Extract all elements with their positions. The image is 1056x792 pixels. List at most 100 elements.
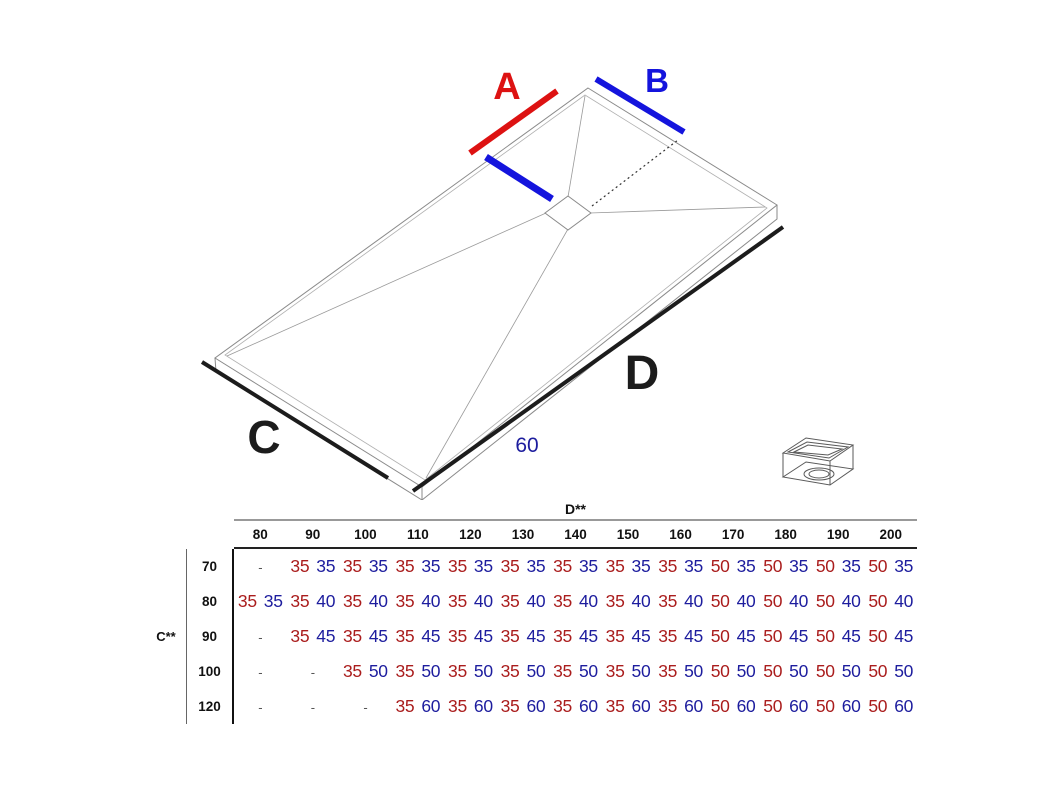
width-value: 50: [473, 661, 493, 681]
dim-a-line: [468, 88, 559, 156]
size-cell: -: [287, 696, 340, 717]
size-cell: 35 35: [549, 556, 602, 577]
width-value: 45: [473, 626, 493, 646]
depth-value: 35: [553, 696, 572, 716]
size-cell: 35 50: [339, 661, 392, 682]
size-cell: 35 50: [444, 661, 497, 682]
empty-cell: -: [258, 630, 263, 645]
depth-value: 50: [710, 591, 730, 611]
table-rows: 70-35 35 35 35 35 35 35 35 35 35 35 35 35 35 35 35 50 35 5…: [186, 549, 917, 724]
size-cell: 35 35: [392, 556, 445, 577]
depth-value: 35: [342, 591, 362, 611]
width-value: 50: [684, 661, 703, 681]
size-table: D** 80 90 100 110 120 130 140 150 160 170 180 190 20…: [146, 500, 917, 724]
size-cell: 50 50: [759, 661, 812, 682]
column-headers: 80 90 100 110 120 130 140 150 160 170 180 190 200: [234, 521, 917, 547]
size-cell: 50 40: [812, 591, 865, 612]
depth-value: 35: [448, 591, 467, 611]
depth-value: 50: [868, 591, 888, 611]
width-value: 50: [526, 661, 546, 681]
empty-cell: -: [363, 700, 368, 715]
width-value: 60: [894, 696, 914, 716]
width-value: 45: [368, 626, 388, 646]
depth-value: 50: [763, 661, 783, 681]
size-cell: 35 50: [549, 661, 602, 682]
size-cell: 35 45: [549, 626, 602, 647]
tray-isometric-diagram: A B C D 60: [200, 62, 855, 500]
size-cell: 35 60: [602, 696, 655, 717]
size-cell: 35 45: [497, 626, 550, 647]
size-cell: 50 35: [707, 556, 760, 577]
empty-cell: -: [310, 700, 315, 715]
column-header: 190: [826, 526, 850, 542]
column-header: 110: [406, 526, 429, 542]
size-cell: 50 60: [759, 696, 812, 717]
depth-value: 35: [500, 591, 520, 611]
size-cell: 50 40: [864, 591, 917, 612]
depth-value: 35: [605, 591, 625, 611]
depth-value: 35: [500, 661, 520, 681]
table-row: 120- - -35 60 35 60 35 60 35 60 35 60 35 60 50 60 50 60 50…: [186, 689, 917, 724]
dim-c-label: C: [247, 411, 280, 463]
size-cell: 50 50: [707, 661, 760, 682]
size-cell: 35 40: [602, 591, 655, 612]
size-cell: 35 35: [234, 591, 287, 612]
depth-value: 35: [395, 661, 415, 681]
size-cell: 35 35: [602, 556, 655, 577]
width-value: 45: [894, 626, 914, 646]
dim-d-line: [411, 225, 785, 493]
depth-value: 35: [500, 696, 520, 716]
size-cell: 50 50: [812, 661, 865, 682]
size-cell: -: [234, 626, 287, 647]
depth-value: 35: [290, 626, 310, 646]
empty-cell: -: [258, 560, 263, 575]
size-cell: 35 60: [444, 696, 497, 717]
size-cell: 50 50: [864, 661, 917, 682]
depth-value: 35: [395, 626, 415, 646]
depth-value: 35: [395, 696, 415, 716]
width-value: 35: [631, 556, 651, 576]
depth-value: 35: [553, 591, 572, 611]
depth-value: 35: [342, 626, 362, 646]
column-header: 120: [459, 526, 482, 542]
row-axis-label: C**: [156, 629, 176, 644]
column-header: 200: [879, 526, 902, 542]
size-cell: 50 45: [864, 626, 917, 647]
depth-value: 50: [763, 626, 783, 646]
column-header: 140: [564, 526, 587, 542]
dim-b-label: B: [645, 62, 669, 99]
depth-value: 35: [342, 556, 362, 576]
width-value: 60: [841, 696, 861, 716]
depth-value: 35: [448, 696, 467, 716]
row-header: 80: [186, 584, 234, 619]
depth-value: 35: [605, 661, 625, 681]
depth-value: 35: [658, 626, 678, 646]
column-header: 160: [669, 526, 692, 542]
size-cell: 35 45: [287, 626, 340, 647]
size-cell: 35 40: [339, 591, 392, 612]
row-header: 70: [186, 549, 234, 584]
size-cell: 35 40: [392, 591, 445, 612]
drain-square: [544, 195, 592, 231]
width-value: 40: [736, 591, 756, 611]
depth-value: 35: [342, 661, 362, 681]
width-value: 40: [684, 591, 703, 611]
table-top-rule: [234, 519, 917, 521]
width-value: 50: [631, 661, 651, 681]
dim-c-line: [200, 360, 390, 480]
depth-value: 50: [815, 626, 835, 646]
drain-crease-lines: [226, 95, 766, 479]
empty-cell: -: [310, 665, 315, 680]
width-value: 60: [578, 696, 598, 716]
width-value: 40: [526, 591, 546, 611]
size-cell: -: [339, 696, 392, 717]
column-header: 90: [305, 526, 321, 542]
column-header: 150: [616, 526, 640, 542]
depth-value: 35: [658, 696, 678, 716]
depth-value: 35: [605, 556, 625, 576]
size-cell: 35 40: [549, 591, 602, 612]
width-value: 40: [841, 591, 861, 611]
empty-cell: -: [258, 700, 263, 715]
width-value: 50: [894, 661, 914, 681]
width-value: 40: [421, 591, 441, 611]
